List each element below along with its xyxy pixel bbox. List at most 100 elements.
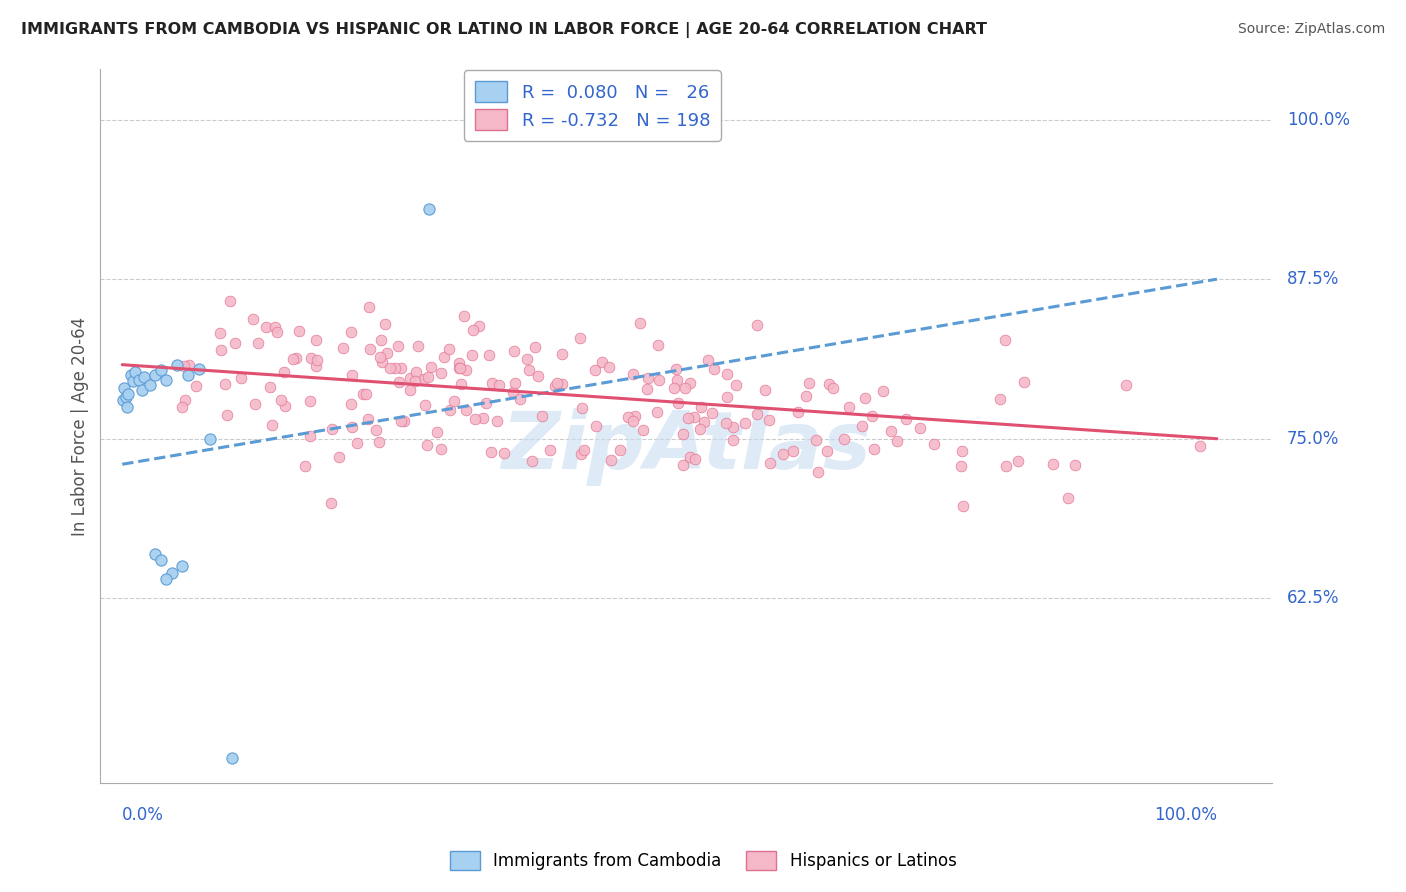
Point xyxy=(439,403,461,417)
Point xyxy=(270,392,292,407)
Point xyxy=(679,376,702,391)
Point xyxy=(569,447,592,461)
Point xyxy=(772,447,794,461)
Point xyxy=(823,381,845,395)
Point xyxy=(449,356,471,370)
Point xyxy=(138,378,160,392)
Point xyxy=(284,351,307,365)
Point xyxy=(543,378,565,392)
Point xyxy=(149,553,172,567)
Point xyxy=(1063,458,1085,472)
Point xyxy=(166,358,188,372)
Point xyxy=(678,411,700,425)
Point xyxy=(122,374,145,388)
Point xyxy=(112,393,135,408)
Point xyxy=(621,414,644,428)
Text: IMMIGRANTS FROM CAMBODIA VS HISPANIC OR LATINO IN LABOR FORCE | AGE 20-64 CORREL: IMMIGRANTS FROM CAMBODIA VS HISPANIC OR … xyxy=(21,22,987,38)
Point xyxy=(538,442,561,457)
Point xyxy=(412,372,434,386)
Point xyxy=(155,373,177,387)
Point xyxy=(807,465,830,479)
Point xyxy=(815,444,838,458)
Point xyxy=(583,362,606,376)
Point xyxy=(838,401,860,415)
Text: 87.5%: 87.5% xyxy=(1286,270,1340,288)
Point xyxy=(359,342,381,356)
Point xyxy=(468,318,491,333)
Point xyxy=(546,376,568,390)
Point xyxy=(340,397,363,411)
Point xyxy=(281,351,304,366)
Point xyxy=(479,445,502,459)
Point xyxy=(332,341,354,355)
Point xyxy=(294,458,316,473)
Text: 0.0%: 0.0% xyxy=(122,806,165,824)
Point xyxy=(647,338,669,352)
Text: 100.0%: 100.0% xyxy=(1154,806,1218,824)
Point xyxy=(405,365,427,379)
Point xyxy=(621,367,644,381)
Point xyxy=(221,751,243,765)
Point xyxy=(832,432,855,446)
Point xyxy=(696,352,718,367)
Point xyxy=(662,380,685,394)
Point xyxy=(786,405,808,419)
Point xyxy=(995,459,1018,474)
Point xyxy=(172,559,194,574)
Point xyxy=(143,547,166,561)
Point xyxy=(716,367,738,381)
Point xyxy=(208,326,231,341)
Point xyxy=(949,459,972,474)
Point xyxy=(388,375,411,389)
Point xyxy=(177,358,200,372)
Point xyxy=(319,496,342,510)
Point xyxy=(120,368,142,382)
Point xyxy=(637,371,659,385)
Point xyxy=(209,343,232,358)
Point xyxy=(298,393,321,408)
Point xyxy=(368,435,391,450)
Point xyxy=(1042,457,1064,471)
Point xyxy=(860,409,883,423)
Point xyxy=(187,361,209,376)
Point xyxy=(413,398,436,412)
Point xyxy=(665,362,688,376)
Point xyxy=(648,374,671,388)
Point xyxy=(359,300,381,314)
Point xyxy=(374,317,396,331)
Point xyxy=(502,385,524,400)
Point xyxy=(134,370,156,384)
Point xyxy=(389,414,412,428)
Point xyxy=(886,434,908,448)
Point xyxy=(389,360,412,375)
Point xyxy=(598,359,620,374)
Point xyxy=(716,390,738,404)
Point xyxy=(759,456,782,470)
Point xyxy=(1189,439,1212,453)
Point xyxy=(862,442,884,456)
Legend: Immigrants from Cambodia, Hispanics or Latinos: Immigrants from Cambodia, Hispanics or L… xyxy=(443,844,963,877)
Point xyxy=(988,392,1011,407)
Point xyxy=(384,361,406,376)
Point xyxy=(262,418,284,433)
Point xyxy=(114,390,136,404)
Point xyxy=(517,362,540,376)
Point xyxy=(645,404,668,418)
Text: 75.0%: 75.0% xyxy=(1286,430,1340,448)
Point xyxy=(454,363,477,377)
Point xyxy=(186,379,208,393)
Legend: R =  0.080   N =   26, R = -0.732   N = 198: R = 0.080 N = 26, R = -0.732 N = 198 xyxy=(464,70,721,141)
Point xyxy=(420,360,443,375)
Point xyxy=(585,419,607,434)
Point xyxy=(617,410,640,425)
Point xyxy=(624,409,647,423)
Point xyxy=(429,442,451,457)
Point xyxy=(399,383,422,397)
Point xyxy=(628,316,651,330)
Point xyxy=(328,450,350,464)
Point xyxy=(215,408,238,422)
Point xyxy=(418,202,440,216)
Point xyxy=(1012,375,1035,389)
Point xyxy=(299,351,322,365)
Point xyxy=(636,382,658,396)
